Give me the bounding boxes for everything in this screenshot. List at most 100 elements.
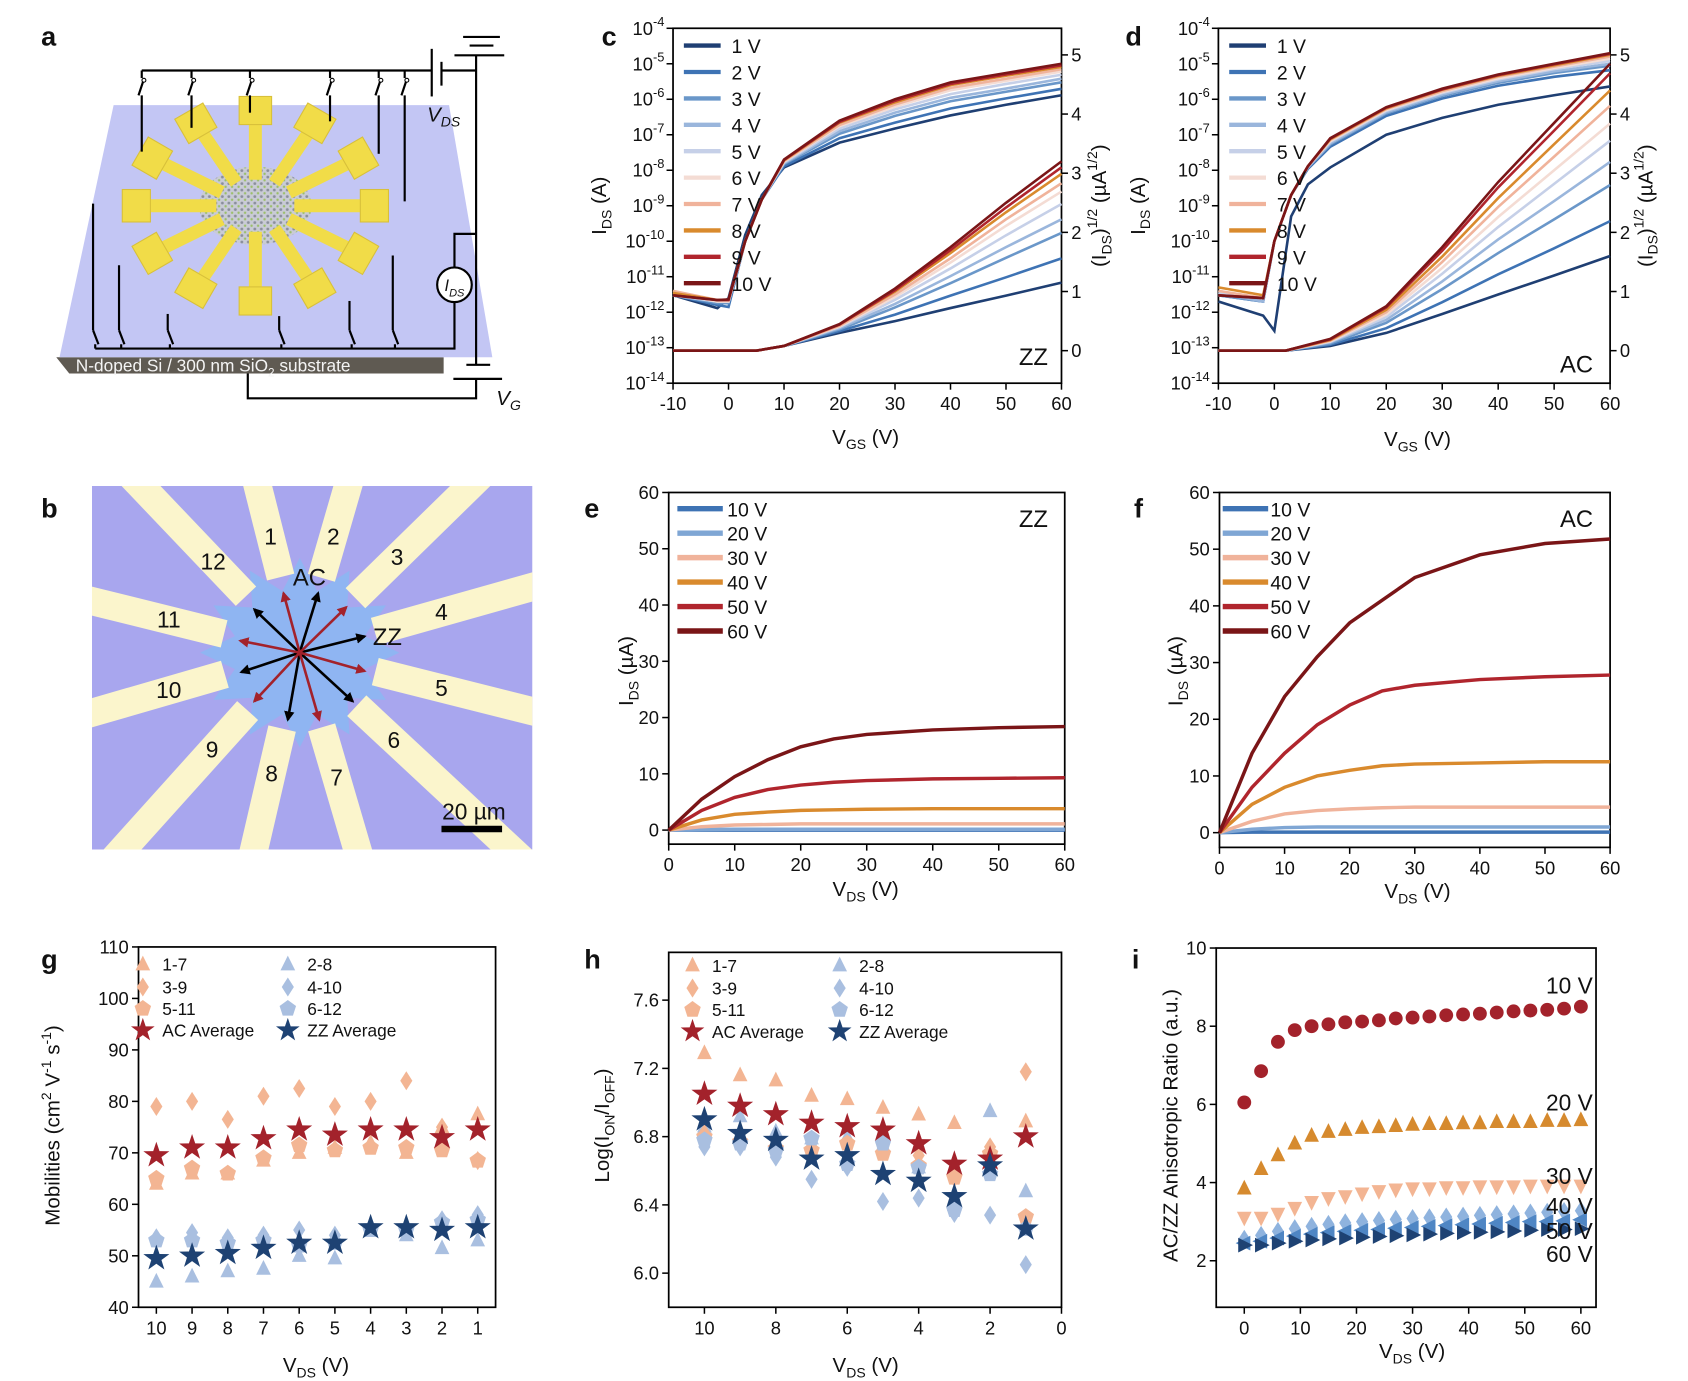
y-tick-label-base: 10 bbox=[626, 266, 646, 287]
legend-label: 10 V bbox=[1270, 499, 1310, 521]
data-point-30-V bbox=[1422, 1182, 1437, 1198]
y-tick-label-base: 10 bbox=[625, 231, 645, 252]
y-tick-label-base: 10 bbox=[1178, 18, 1198, 39]
x-tick-label: 5 bbox=[330, 1317, 340, 1338]
x-tick-label: 50 bbox=[989, 854, 1009, 875]
data-point-AC-Average bbox=[798, 1109, 825, 1135]
x-axis-title-part: (V) bbox=[866, 878, 899, 901]
data-point-4-10 bbox=[876, 1191, 890, 1211]
y-tick-label: 60 bbox=[108, 1194, 128, 1215]
y-tick-label-exponent: -10 bbox=[1191, 227, 1210, 242]
x-axis-title-part: (V) bbox=[866, 426, 899, 449]
data-point-10-V bbox=[1321, 1017, 1336, 1032]
y-tick-label: 10-5 bbox=[1178, 50, 1210, 75]
y-axis-title-part: (A) bbox=[1127, 177, 1150, 210]
x-tick-label: 60 bbox=[1571, 1317, 1591, 1338]
y-tick-label: 10-4 bbox=[1178, 14, 1210, 39]
electrode-strip bbox=[308, 723, 373, 850]
x-tick-label: 4 bbox=[914, 1317, 924, 1338]
data-point-5-11 bbox=[219, 1164, 237, 1181]
data-point-ZZ-Average bbox=[464, 1213, 491, 1239]
y-tick-label-base: 10 bbox=[632, 89, 652, 110]
data-point-10-V bbox=[1338, 1015, 1353, 1030]
y2-tick-label: 0 bbox=[1071, 340, 1081, 361]
electrode-number-3: 3 bbox=[391, 544, 404, 570]
series-line-30V bbox=[668, 822, 1065, 832]
y-tick-label-exponent: -8 bbox=[653, 156, 664, 171]
y-tick-label-exponent: -12 bbox=[646, 298, 665, 313]
x-tick-label: 50 bbox=[1515, 1317, 1535, 1338]
legend-label: 8 V bbox=[731, 221, 760, 243]
series-line-60V bbox=[667, 724, 1065, 832]
data-point-6-12 bbox=[696, 1131, 713, 1148]
data-point-10-V bbox=[1472, 1006, 1487, 1021]
data-point-1-7 bbox=[947, 1114, 962, 1130]
x-axis-title-part: V bbox=[1379, 1340, 1393, 1363]
data-point-ZZ-Average bbox=[798, 1145, 825, 1170]
ac-direction-arrow bbox=[298, 652, 322, 722]
y2-axis-title-part: DS bbox=[1645, 235, 1661, 254]
electrode-strip bbox=[371, 658, 533, 726]
x-tick-label: 20 bbox=[790, 854, 810, 875]
y-tick-label-base: 10 bbox=[1178, 53, 1198, 74]
y-axis-title: Mobilities (cm2 V-1 s-1) bbox=[38, 1025, 65, 1225]
data-point-40-V bbox=[1490, 1205, 1503, 1225]
legend-label: 50 V bbox=[1270, 597, 1310, 619]
y-tick-label: 10-14 bbox=[1171, 369, 1210, 394]
data-point-10-V bbox=[1304, 1019, 1319, 1034]
switch-bottom bbox=[391, 329, 400, 345]
data-point-10-V bbox=[1573, 999, 1588, 1014]
data-point-AC-Average bbox=[941, 1150, 968, 1176]
x-tick-label: 7 bbox=[258, 1317, 268, 1338]
electrode-pad bbox=[293, 267, 337, 310]
y-tick-label: 10-5 bbox=[632, 50, 664, 75]
data-point-2-8 bbox=[732, 1107, 748, 1123]
electrode-pad bbox=[337, 136, 380, 180]
data-point-50-V bbox=[1387, 1220, 1402, 1236]
y2-tick-label: 2 bbox=[1620, 222, 1630, 243]
data-point-50-V bbox=[1521, 1214, 1537, 1230]
data-point-3-9 bbox=[364, 1091, 377, 1111]
data-point-6-12 bbox=[910, 1158, 927, 1175]
x-tick-label: 0 bbox=[1239, 1317, 1249, 1338]
switch-pivot bbox=[249, 77, 255, 83]
y-tick-label-base: 10 bbox=[632, 53, 652, 74]
x-axis-title-part: GS bbox=[1398, 438, 1418, 454]
legend-marker bbox=[134, 999, 152, 1016]
wire-gate bbox=[246, 373, 478, 400]
data-point-60-V bbox=[1574, 1221, 1590, 1237]
data-point-ZZ-Average bbox=[869, 1160, 896, 1186]
x-tick-label: 10 bbox=[774, 393, 794, 414]
data-point-6-12 bbox=[874, 1134, 892, 1151]
legend-label: 60 V bbox=[727, 622, 767, 644]
y-tick-label: 30 bbox=[1189, 652, 1209, 673]
data-point-4-10 bbox=[984, 1205, 997, 1225]
legend-label: 5 V bbox=[1277, 142, 1306, 164]
x-tick-label: 10 bbox=[694, 1317, 714, 1338]
legend-label: 1-7 bbox=[712, 956, 737, 976]
x-tick-label: 6 bbox=[842, 1317, 852, 1338]
x-axis-title-part: DS bbox=[1398, 891, 1417, 907]
data-point-30-V bbox=[1236, 1211, 1252, 1227]
data-point-ZZ-Average bbox=[1012, 1215, 1039, 1240]
data-point-20-V bbox=[1253, 1160, 1269, 1175]
legend-marker bbox=[832, 956, 848, 972]
x-axis-title-part: V bbox=[1384, 880, 1398, 903]
data-point-20-V bbox=[1236, 1179, 1252, 1195]
data-point-20-V bbox=[1455, 1114, 1471, 1130]
data-point-5-11 bbox=[469, 1151, 486, 1168]
legend-label: 6 V bbox=[1277, 168, 1306, 190]
legend-label: 60 V bbox=[1270, 622, 1310, 644]
y-axis-title-part: Mobilities (cm bbox=[42, 1100, 65, 1226]
y-tick-label: 80 bbox=[108, 1091, 128, 1112]
legend-label: 20 V bbox=[727, 524, 767, 546]
y-tick-label: 10-13 bbox=[1171, 334, 1210, 359]
data-point-30-V bbox=[1354, 1187, 1370, 1203]
x-tick-label: 3 bbox=[401, 1317, 411, 1338]
electrode-strip bbox=[370, 572, 533, 645]
data-point-40-V bbox=[1339, 1213, 1352, 1233]
y-axis-title: IDS (µA) bbox=[615, 636, 641, 706]
electrode-pad bbox=[174, 267, 218, 310]
y-tick-label: 50 bbox=[639, 538, 659, 559]
data-point-30-V bbox=[1371, 1185, 1387, 1200]
